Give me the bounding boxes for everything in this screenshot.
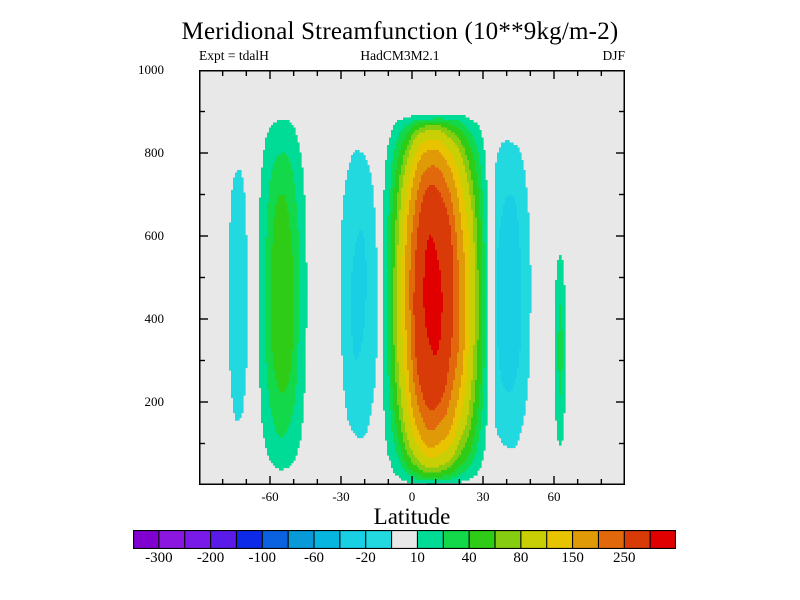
- colorbar-tick-label: 40: [461, 550, 477, 566]
- x-tick-30: 30: [476, 489, 490, 504]
- colorbar-segment: [469, 530, 496, 549]
- model-label: HadCM3M2.1: [360, 48, 440, 63]
- colorbar-tick-label: 80: [513, 550, 529, 566]
- y-tick-800: 800: [144, 145, 165, 160]
- colorbar-segment: [598, 530, 625, 549]
- colorbar-tick-label: 250: [613, 550, 636, 566]
- x-tick--60: -60: [261, 489, 279, 504]
- colorbar-segment: [133, 530, 160, 549]
- colorbar-segment: [365, 530, 392, 549]
- contour-plot-area: [199, 70, 625, 485]
- colorbar-segment: [443, 530, 470, 549]
- colorbar-swatches: [133, 530, 676, 549]
- x-axis-label: Latitude: [373, 504, 451, 529]
- colorbar-segment: [495, 530, 522, 549]
- y-tick-1000: 1000: [138, 62, 164, 77]
- x-tick--30: -30: [332, 489, 350, 504]
- y-tick-200: 200: [144, 394, 165, 409]
- colorbar: [133, 530, 676, 549]
- colorbar-segment: [236, 530, 263, 549]
- colorbar-segment: [158, 530, 186, 549]
- colorbar-segment: [210, 530, 237, 549]
- colorbar-segment: [288, 530, 315, 549]
- colorbar-segment: [624, 530, 651, 549]
- x-tick-60: 60: [547, 489, 561, 504]
- colorbar-tick-label: -20: [355, 550, 376, 566]
- colorbar-segment: [417, 530, 444, 549]
- contour-field: [199, 70, 625, 485]
- colorbar-tick-label: -60: [304, 550, 324, 566]
- experiment-label: Expt = tdalH: [199, 48, 269, 63]
- colorbar-tick-label: -200: [196, 550, 225, 566]
- colorbar-segment: [572, 530, 599, 549]
- colorbar-segment: [314, 530, 341, 549]
- colorbar-segment: [391, 530, 418, 549]
- colorbar-tick-label: 150: [561, 550, 584, 566]
- colorbar-segment: [520, 530, 548, 549]
- x-tick-0: 0: [408, 489, 416, 504]
- season-label: DJF: [602, 48, 625, 63]
- y-tick-400: 400: [144, 311, 165, 326]
- colorbar-tick-label: 10: [409, 550, 425, 566]
- colorbar-tick-label: -100: [248, 550, 277, 566]
- colorbar-segment: [650, 530, 676, 549]
- y-tick-600: 600: [144, 228, 165, 243]
- colorbar-segment: [339, 530, 367, 549]
- colorbar-segment: [546, 530, 573, 549]
- colorbar-segment: [262, 530, 289, 549]
- colorbar-segment: [184, 530, 211, 549]
- colorbar-tick-label: -300: [145, 550, 173, 566]
- chart-title: Meridional Streamfunction (10**9kg/m-2): [181, 18, 619, 45]
